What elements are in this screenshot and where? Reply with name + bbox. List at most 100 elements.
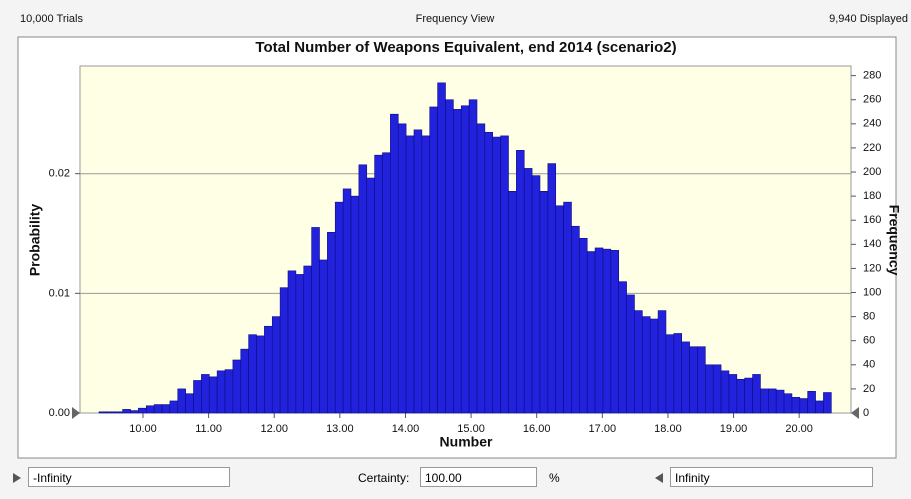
- x-tick-label: 16.00: [523, 423, 551, 435]
- bar: [161, 404, 171, 414]
- x-tick-label: 15.00: [457, 423, 485, 435]
- bar: [712, 364, 722, 414]
- bar: [122, 409, 131, 414]
- bar: [523, 168, 533, 414]
- bar: [649, 318, 659, 414]
- bar: [610, 250, 620, 414]
- x-tick-label: 12.00: [260, 423, 288, 435]
- y-axis-label: Probability: [27, 204, 43, 277]
- x-tick-label: 14.00: [392, 423, 420, 435]
- bar: [334, 201, 344, 414]
- bar: [752, 374, 761, 414]
- bar: [492, 136, 501, 414]
- bar: [815, 400, 824, 414]
- x-tick-label: 11.00: [195, 423, 222, 435]
- y2-tick-label: 80: [863, 311, 875, 323]
- y2-tick-label: 160: [863, 214, 881, 226]
- bar: [429, 106, 438, 414]
- bar: [421, 135, 431, 414]
- bar: [327, 231, 336, 414]
- bar: [358, 164, 368, 414]
- bar: [264, 325, 273, 414]
- bar: [106, 411, 116, 414]
- y2-tick-label: 60: [863, 335, 875, 347]
- view-label: Frequency View: [416, 13, 495, 25]
- bar: [720, 370, 730, 414]
- left-grabber: [72, 407, 80, 419]
- certainty-label: Certainty:: [358, 471, 410, 485]
- chart: 10,000 Trials Frequency View 9,940 Displ…: [0, 0, 911, 462]
- y2-tick-label: 240: [863, 118, 881, 130]
- bar: [287, 270, 297, 414]
- y-tick-label: 0.00: [49, 407, 70, 419]
- bar: [405, 135, 415, 414]
- y2-tick-label: 260: [863, 94, 881, 106]
- bar: [256, 335, 265, 414]
- bar: [705, 364, 714, 414]
- bar: [823, 392, 832, 414]
- bar: [453, 109, 462, 414]
- bar: [248, 334, 257, 414]
- bar: [571, 225, 580, 414]
- bar: [145, 405, 155, 414]
- bar: [555, 205, 564, 414]
- bar: [169, 400, 179, 414]
- bar: [689, 346, 698, 414]
- bar: [602, 248, 612, 414]
- upper-input[interactable]: Infinity: [670, 467, 873, 487]
- y2-tick-label: 0: [863, 407, 869, 419]
- y2-tick-label: 100: [863, 286, 881, 298]
- bar: [303, 265, 312, 414]
- y2-tick-label: 40: [863, 359, 875, 371]
- bar: [697, 346, 706, 414]
- bar: [216, 370, 226, 414]
- trials-label: 10,000 Trials: [20, 13, 83, 25]
- bar: [626, 294, 635, 414]
- bar: [413, 129, 423, 414]
- bar: [539, 191, 549, 414]
- chart-title: Total Number of Weapons Equivalent, end …: [255, 39, 676, 56]
- lower-input[interactable]: -Infinity: [28, 467, 230, 487]
- bar: [130, 410, 139, 414]
- bar: [531, 175, 541, 414]
- bar: [138, 407, 147, 414]
- bar: [673, 333, 683, 414]
- bar: [799, 398, 808, 414]
- bar: [642, 316, 651, 414]
- bar: [445, 99, 454, 414]
- bar: [193, 380, 202, 414]
- bar: [547, 163, 557, 414]
- y2-tick-label: 200: [863, 166, 881, 178]
- bar: [382, 152, 391, 414]
- bar: [342, 188, 352, 414]
- bar: [579, 237, 588, 414]
- bar: [366, 177, 375, 414]
- bar: [768, 388, 777, 414]
- bar: [594, 247, 604, 414]
- bar: [468, 99, 478, 414]
- bar: [586, 251, 596, 414]
- bar: [311, 227, 320, 414]
- bar: [390, 113, 399, 414]
- x-tick-label: 19.00: [720, 423, 748, 435]
- y-tick-label: 0.01: [49, 287, 70, 299]
- bar: [775, 389, 785, 414]
- upper-marker[interactable]: [654, 472, 664, 484]
- y2-axis-label: Frequency: [886, 205, 902, 276]
- bar: [791, 397, 801, 414]
- bar: [437, 82, 446, 414]
- x-tick-label: 17.00: [589, 423, 617, 435]
- bar: [374, 154, 383, 414]
- bar: [516, 150, 525, 414]
- bar: [783, 393, 793, 414]
- bar: [201, 374, 210, 414]
- x-tick-label: 10.00: [129, 423, 157, 435]
- bar: [397, 123, 407, 414]
- lower-marker[interactable]: [12, 472, 22, 484]
- bar: [563, 201, 572, 414]
- certainty-unit: %: [549, 471, 560, 485]
- certainty-input[interactable]: 100.00: [420, 467, 537, 487]
- bar: [224, 369, 234, 414]
- bar: [114, 411, 123, 414]
- y2-tick-label: 180: [863, 190, 881, 202]
